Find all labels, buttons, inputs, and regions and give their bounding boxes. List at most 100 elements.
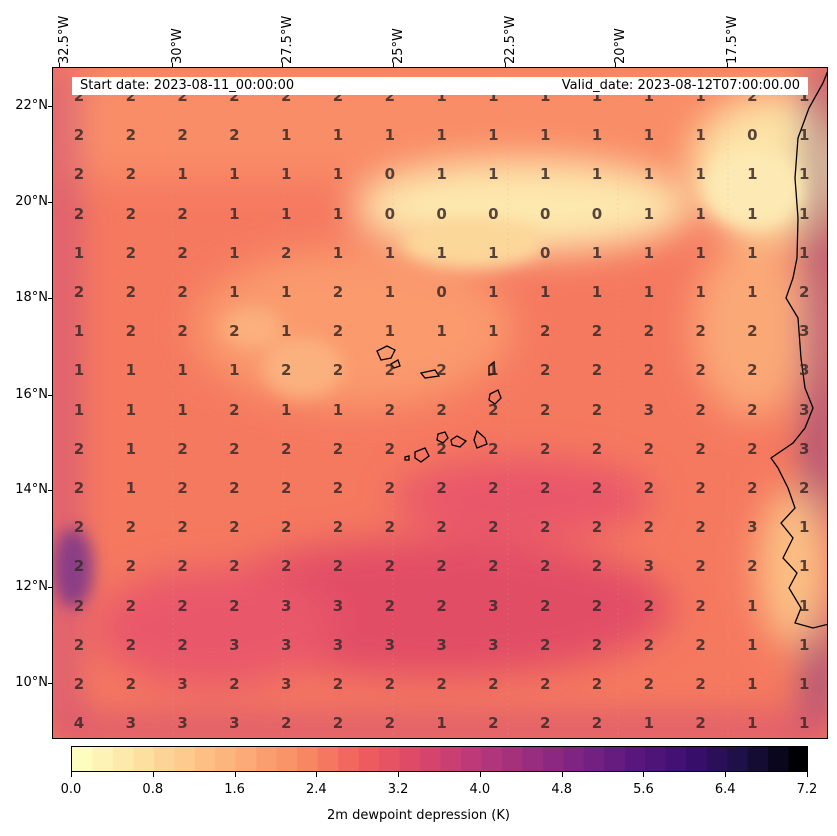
grid-value: 2 xyxy=(73,635,85,654)
grid-value: 2 xyxy=(384,479,396,497)
grid-value: 2 xyxy=(384,361,396,380)
grid-value: 2 xyxy=(539,400,551,419)
grid-value: 2 xyxy=(643,479,655,497)
grid-value: 2 xyxy=(229,87,240,105)
colorbar-tick-label: 5.6 xyxy=(633,782,654,797)
grid-value: 1 xyxy=(539,165,551,184)
latitude-tick xyxy=(48,106,52,107)
grid-value: 1 xyxy=(332,165,344,184)
longitude-label: 17.5°W xyxy=(725,0,742,64)
colorbar-segment xyxy=(747,747,769,771)
grid-value: 2 xyxy=(798,479,810,497)
grid-value: 2 xyxy=(539,714,551,733)
colorbar-segment xyxy=(645,747,667,771)
grid-value: 3 xyxy=(280,596,292,615)
grid-value: 3 xyxy=(436,635,447,654)
grid-value: 2 xyxy=(229,322,240,341)
grid-value: 1 xyxy=(436,243,447,262)
grid-value: 1 xyxy=(177,165,188,184)
grid-value: 0 xyxy=(436,204,447,223)
grid-value: 2 xyxy=(177,243,188,262)
grid-value: 2 xyxy=(384,596,396,615)
grid-value: 2 xyxy=(177,204,188,223)
grid-value: 2 xyxy=(229,126,240,145)
grid-value: 1 xyxy=(539,126,551,145)
grid-value: 2 xyxy=(643,518,655,537)
grid-value: 2 xyxy=(125,204,137,223)
grid-value: 0 xyxy=(384,165,396,184)
longitude-tick xyxy=(282,63,283,67)
grid-value: 2 xyxy=(695,635,706,654)
grid-value: 1 xyxy=(539,283,551,301)
grid-value: 2 xyxy=(539,557,551,576)
colorbar-segment xyxy=(522,747,544,771)
grid-value: 2 xyxy=(332,322,344,341)
grid-value: 2 xyxy=(332,361,344,380)
grid-value: 2 xyxy=(591,400,603,419)
grid-value: 2 xyxy=(591,596,603,615)
grid-value: 3 xyxy=(798,400,810,419)
latitude-label: 12°N xyxy=(15,579,48,594)
latitude-label: 14°N xyxy=(15,482,48,497)
grid-value: 2 xyxy=(280,479,292,497)
grid-value: 2 xyxy=(747,87,758,105)
grid-value: 2 xyxy=(695,400,706,419)
grid-value: 2 xyxy=(280,439,292,458)
grid-value: 2 xyxy=(177,87,188,105)
grid-value: 2 xyxy=(591,322,603,341)
grid-value: 2 xyxy=(643,596,655,615)
start-date-text: Start date: 2023-08-11_00:00:00 xyxy=(80,78,295,93)
grid-value: 1 xyxy=(280,126,292,145)
grid-value: 2 xyxy=(695,518,706,537)
colorbar-tick-label: 4.0 xyxy=(469,782,491,797)
grid-value: 1 xyxy=(332,400,344,419)
colorbar-segment xyxy=(133,747,155,771)
grid-value: 2 xyxy=(280,518,292,537)
grid-value: 2 xyxy=(747,439,758,458)
grid-value: 1 xyxy=(798,87,810,105)
grid-value: 1 xyxy=(798,675,810,693)
grid-value: 2 xyxy=(695,675,706,693)
grid-value: 1 xyxy=(695,283,706,301)
grid-value: 2 xyxy=(488,439,499,458)
grid-value: 2 xyxy=(747,557,758,576)
longitude-label: 32.5°W xyxy=(57,0,74,64)
longitude-label-text: 17.5°W xyxy=(725,15,740,64)
grid-value: 2 xyxy=(591,635,603,654)
grid-value: 1 xyxy=(229,361,240,380)
grid-value: 2 xyxy=(643,322,655,341)
dewpoint-field-map xyxy=(53,68,827,738)
grid-value: 1 xyxy=(280,204,292,223)
colorbar-tick xyxy=(807,772,808,777)
longitude-tick xyxy=(727,63,728,67)
grid-value: 3 xyxy=(332,596,344,615)
grid-value: 2 xyxy=(436,557,447,576)
colorbar-tick-label: 6.4 xyxy=(714,782,736,797)
colorbar-segment xyxy=(194,747,216,771)
longitude-label: 20°W xyxy=(613,0,630,64)
grid-value: 2 xyxy=(695,596,706,615)
grid-value: 1 xyxy=(384,243,396,262)
colorbar-segment xyxy=(563,747,585,771)
grid-value: 2 xyxy=(125,675,137,693)
colorbar-tick-label: 4.8 xyxy=(551,782,572,797)
grid-value: 1 xyxy=(643,204,655,223)
grid-value: 1 xyxy=(73,322,85,341)
grid-value: 1 xyxy=(591,165,603,184)
grid-value: 2 xyxy=(539,361,551,380)
colorbar-tick xyxy=(398,772,400,777)
grid-value: 1 xyxy=(747,635,758,654)
grid-value: 1 xyxy=(798,557,810,576)
grid-value: 2 xyxy=(747,361,758,380)
grid-value: 2 xyxy=(488,714,499,733)
grid-value: 1 xyxy=(539,87,551,105)
grid-value: 0 xyxy=(384,204,396,223)
latitude-tick xyxy=(48,298,52,299)
grid-value: 2 xyxy=(695,714,706,733)
grid-value: 3 xyxy=(643,557,655,576)
grid-value: 2 xyxy=(280,557,292,576)
grid-value: 2 xyxy=(643,675,655,693)
colorbar-segment xyxy=(338,747,360,771)
grid-value: 1 xyxy=(125,479,137,497)
grid-value: 2 xyxy=(591,557,603,576)
